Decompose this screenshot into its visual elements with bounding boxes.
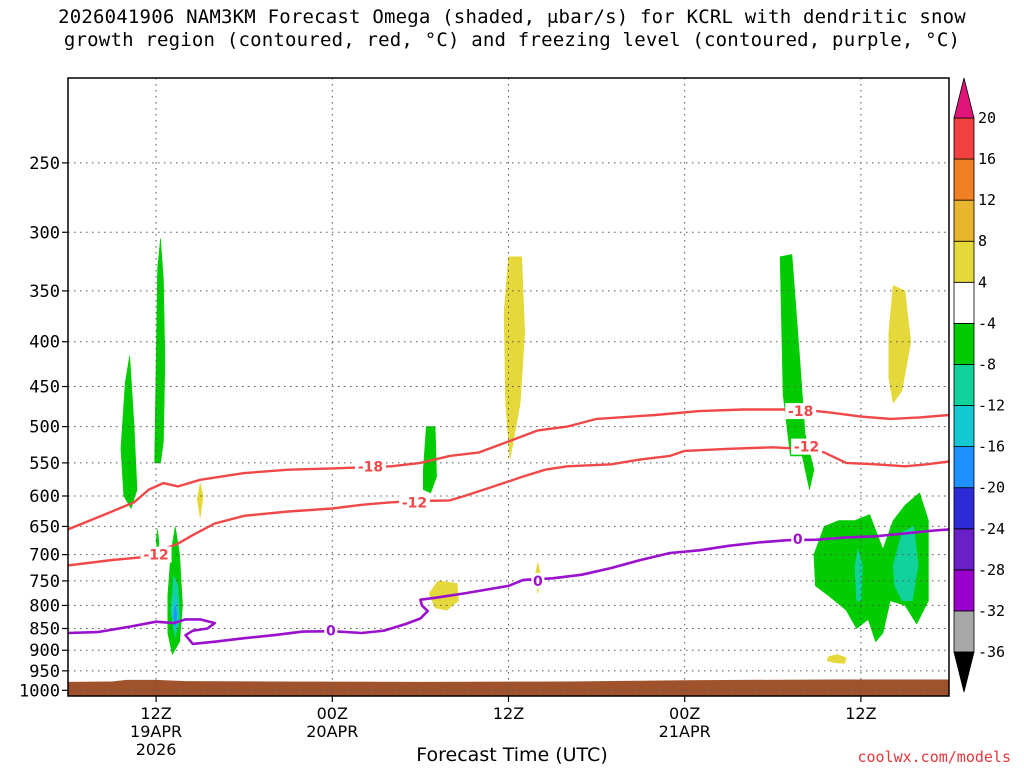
omega-region-0 bbox=[120, 355, 138, 509]
dendritic-contour--18 bbox=[67, 408, 950, 531]
omega-region-16 bbox=[892, 526, 919, 602]
x-tick-label-60-0: 12Z bbox=[845, 704, 876, 723]
colorbar-label-20: 20 bbox=[978, 109, 996, 127]
x-tick-label-24-1: 20APR bbox=[306, 722, 358, 741]
contour-label--12: -12 bbox=[402, 495, 427, 511]
y-tick-label-550: 550 bbox=[29, 454, 60, 474]
y-tick-label-650: 650 bbox=[29, 517, 60, 537]
freezing-label-1: 0 bbox=[533, 574, 543, 590]
y-tick-label-450: 450 bbox=[29, 378, 60, 398]
y-tick-label-300: 300 bbox=[29, 223, 60, 243]
colorbar-band-8 bbox=[953, 199, 975, 242]
y-tick-label-900: 900 bbox=[29, 641, 60, 661]
colorbar-label--28: -28 bbox=[978, 561, 1005, 579]
freezing-label-1-bg bbox=[531, 572, 545, 589]
y-tick-label-350: 350 bbox=[29, 282, 60, 302]
x-tick-label-36-0: 12Z bbox=[493, 704, 524, 723]
omega-region-1 bbox=[154, 238, 166, 464]
colorbar-label--16: -16 bbox=[978, 438, 1005, 456]
contour-label--12-bg bbox=[399, 494, 431, 511]
y-tick-label-750: 750 bbox=[29, 572, 60, 592]
colorbar-label-16: 16 bbox=[978, 150, 996, 168]
omega-region-14 bbox=[813, 492, 929, 643]
contour-label-extra-0-bg bbox=[785, 403, 817, 420]
colorbar-label--8: -8 bbox=[978, 355, 996, 373]
omega-region-12 bbox=[779, 254, 815, 490]
x-tick-label-12-2: 2026 bbox=[136, 740, 177, 759]
y-tick-label-500: 500 bbox=[29, 418, 60, 438]
omega-region-15 bbox=[854, 548, 863, 602]
omega-colorbar: -36 -32 -28 -24 -20 -16 -12 -8 -4 4 8 12 16 20 bbox=[953, 77, 1005, 693]
colorbar-label-8: 8 bbox=[978, 232, 987, 250]
omega-region-13 bbox=[888, 285, 912, 404]
credit-text: coolwx.com/models bbox=[857, 748, 1011, 766]
colorbar-label--32: -32 bbox=[978, 602, 1005, 620]
colorbar-label--24: -24 bbox=[978, 520, 1005, 538]
chart-title-line-2: growth region (contoured, red, °C) and f… bbox=[63, 29, 961, 51]
freezing-label-2-bg bbox=[791, 531, 805, 548]
chart-title-line-1: 2026041906 NAM3KM Forecast Omega (shaded… bbox=[58, 6, 966, 28]
contour-label-extra-2: -12 bbox=[143, 548, 168, 564]
colorbar-under-arrow bbox=[953, 651, 975, 693]
x-tick-label-24-0: 00Z bbox=[317, 704, 348, 723]
colorbar-band--32 bbox=[953, 569, 975, 612]
colorbar-label-4: 4 bbox=[978, 273, 987, 291]
y-tick-label-700: 700 bbox=[29, 546, 60, 566]
contour-label-extra-0: -18 bbox=[788, 404, 813, 420]
colorbar-label--12: -12 bbox=[978, 397, 1005, 415]
x-axis-label: Forecast Time (UTC) bbox=[416, 744, 608, 766]
terrain-ground bbox=[68, 679, 949, 696]
colorbar-band--8 bbox=[953, 322, 975, 365]
colorbar-band--20 bbox=[953, 446, 975, 489]
freezing-level-contour bbox=[67, 528, 950, 646]
y-tick-label-600: 600 bbox=[29, 487, 60, 507]
colorbar-label--4: -4 bbox=[978, 314, 996, 332]
y-tick-label-250: 250 bbox=[29, 154, 60, 174]
freezing-label-2: 0 bbox=[793, 532, 803, 548]
y-tick-label-850: 850 bbox=[29, 620, 60, 640]
y-tick-label-950: 950 bbox=[29, 662, 60, 682]
x-tick-label-48-1: 21APR bbox=[659, 722, 711, 741]
colorbar-band--24 bbox=[953, 487, 975, 530]
y-tick-label-1000: 1000 bbox=[19, 681, 60, 701]
contour-label--18: -18 bbox=[358, 459, 383, 475]
contour-label--18-bg bbox=[354, 458, 386, 475]
contour-label-extra-1-bg bbox=[791, 438, 823, 455]
y-tick-label-400: 400 bbox=[29, 333, 60, 353]
colorbar-over-arrow bbox=[953, 77, 975, 119]
contour-label-extra-1: -12 bbox=[794, 440, 819, 456]
colorbar-band-16 bbox=[953, 117, 975, 160]
colorbar-band--4 bbox=[953, 281, 975, 324]
colorbar-band-12 bbox=[953, 158, 975, 201]
omega-region-6 bbox=[196, 482, 204, 518]
x-tick-label-12-1: 19APR bbox=[130, 722, 182, 741]
y-tick-label-800: 800 bbox=[29, 596, 60, 616]
colorbar-band--28 bbox=[953, 528, 975, 571]
colorbar-label-12: 12 bbox=[978, 191, 996, 209]
freezing-label-0-bg bbox=[324, 622, 338, 639]
omega-region-9 bbox=[503, 256, 526, 460]
colorbar-label--20: -20 bbox=[978, 479, 1005, 497]
freezing-label-0: 0 bbox=[326, 624, 336, 640]
x-tick-label-12-0: 12Z bbox=[140, 704, 171, 723]
colorbar-label--36: -36 bbox=[978, 643, 1005, 661]
omega-region-17 bbox=[826, 654, 847, 664]
colorbar-band--36 bbox=[953, 610, 975, 653]
x-tick-label-48-0: 00Z bbox=[669, 704, 700, 723]
colorbar-band--16 bbox=[953, 405, 975, 448]
colorbar-band--12 bbox=[953, 364, 975, 406]
contour-label-extra-2-bg bbox=[140, 546, 172, 563]
plot-overlay: -18 -12 -18 -12 -12 0 0 0 250 300 350 400 450 500 550 6… bbox=[19, 77, 950, 759]
colorbar-band-4 bbox=[953, 240, 975, 283]
